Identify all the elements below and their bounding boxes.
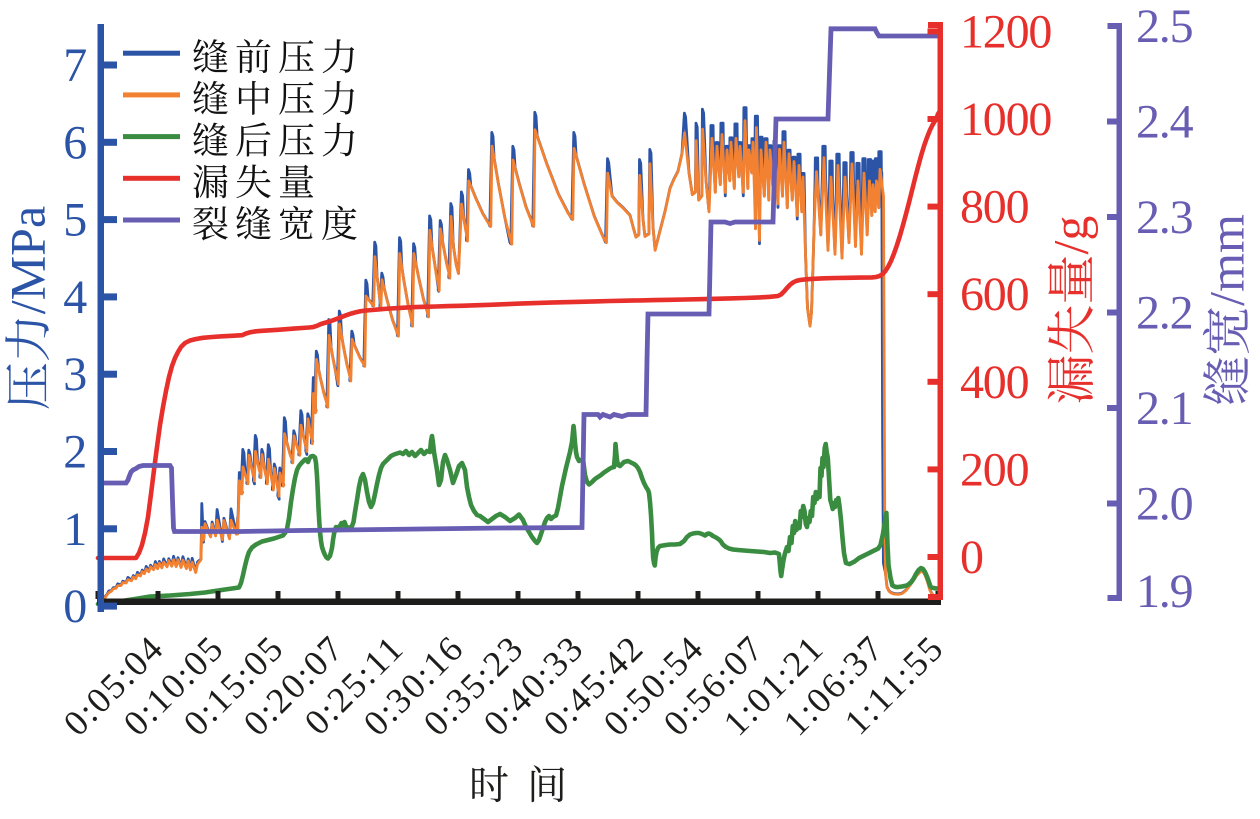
svg-text:6: 6 xyxy=(63,116,86,169)
svg-text:2.3: 2.3 xyxy=(1136,191,1193,244)
svg-text:2: 2 xyxy=(63,426,86,479)
svg-text:1200: 1200 xyxy=(960,5,1051,58)
svg-text:2.4: 2.4 xyxy=(1136,96,1194,149)
svg-text:4: 4 xyxy=(63,271,87,324)
svg-text:1: 1 xyxy=(63,503,86,556)
svg-text:1000: 1000 xyxy=(960,93,1051,146)
svg-text:600: 600 xyxy=(960,268,1029,321)
svg-text:400: 400 xyxy=(960,356,1029,409)
svg-text:/mm: /mm xyxy=(1199,214,1255,306)
svg-text:0: 0 xyxy=(63,580,86,633)
svg-text:2.2: 2.2 xyxy=(1136,287,1192,340)
svg-text:800: 800 xyxy=(960,181,1029,234)
svg-text:200: 200 xyxy=(960,443,1029,496)
svg-text:3: 3 xyxy=(63,348,86,401)
svg-text:2.5: 2.5 xyxy=(1136,0,1193,53)
svg-text:1.9: 1.9 xyxy=(1136,565,1193,618)
svg-text:7: 7 xyxy=(63,39,86,92)
svg-text:5: 5 xyxy=(63,194,86,247)
svg-text:/MPa: /MPa xyxy=(0,206,56,314)
svg-text:2.0: 2.0 xyxy=(1136,478,1193,531)
svg-text:0: 0 xyxy=(960,531,983,584)
svg-text:2.1: 2.1 xyxy=(1136,382,1192,435)
svg-text:/g: /g xyxy=(1043,216,1099,255)
